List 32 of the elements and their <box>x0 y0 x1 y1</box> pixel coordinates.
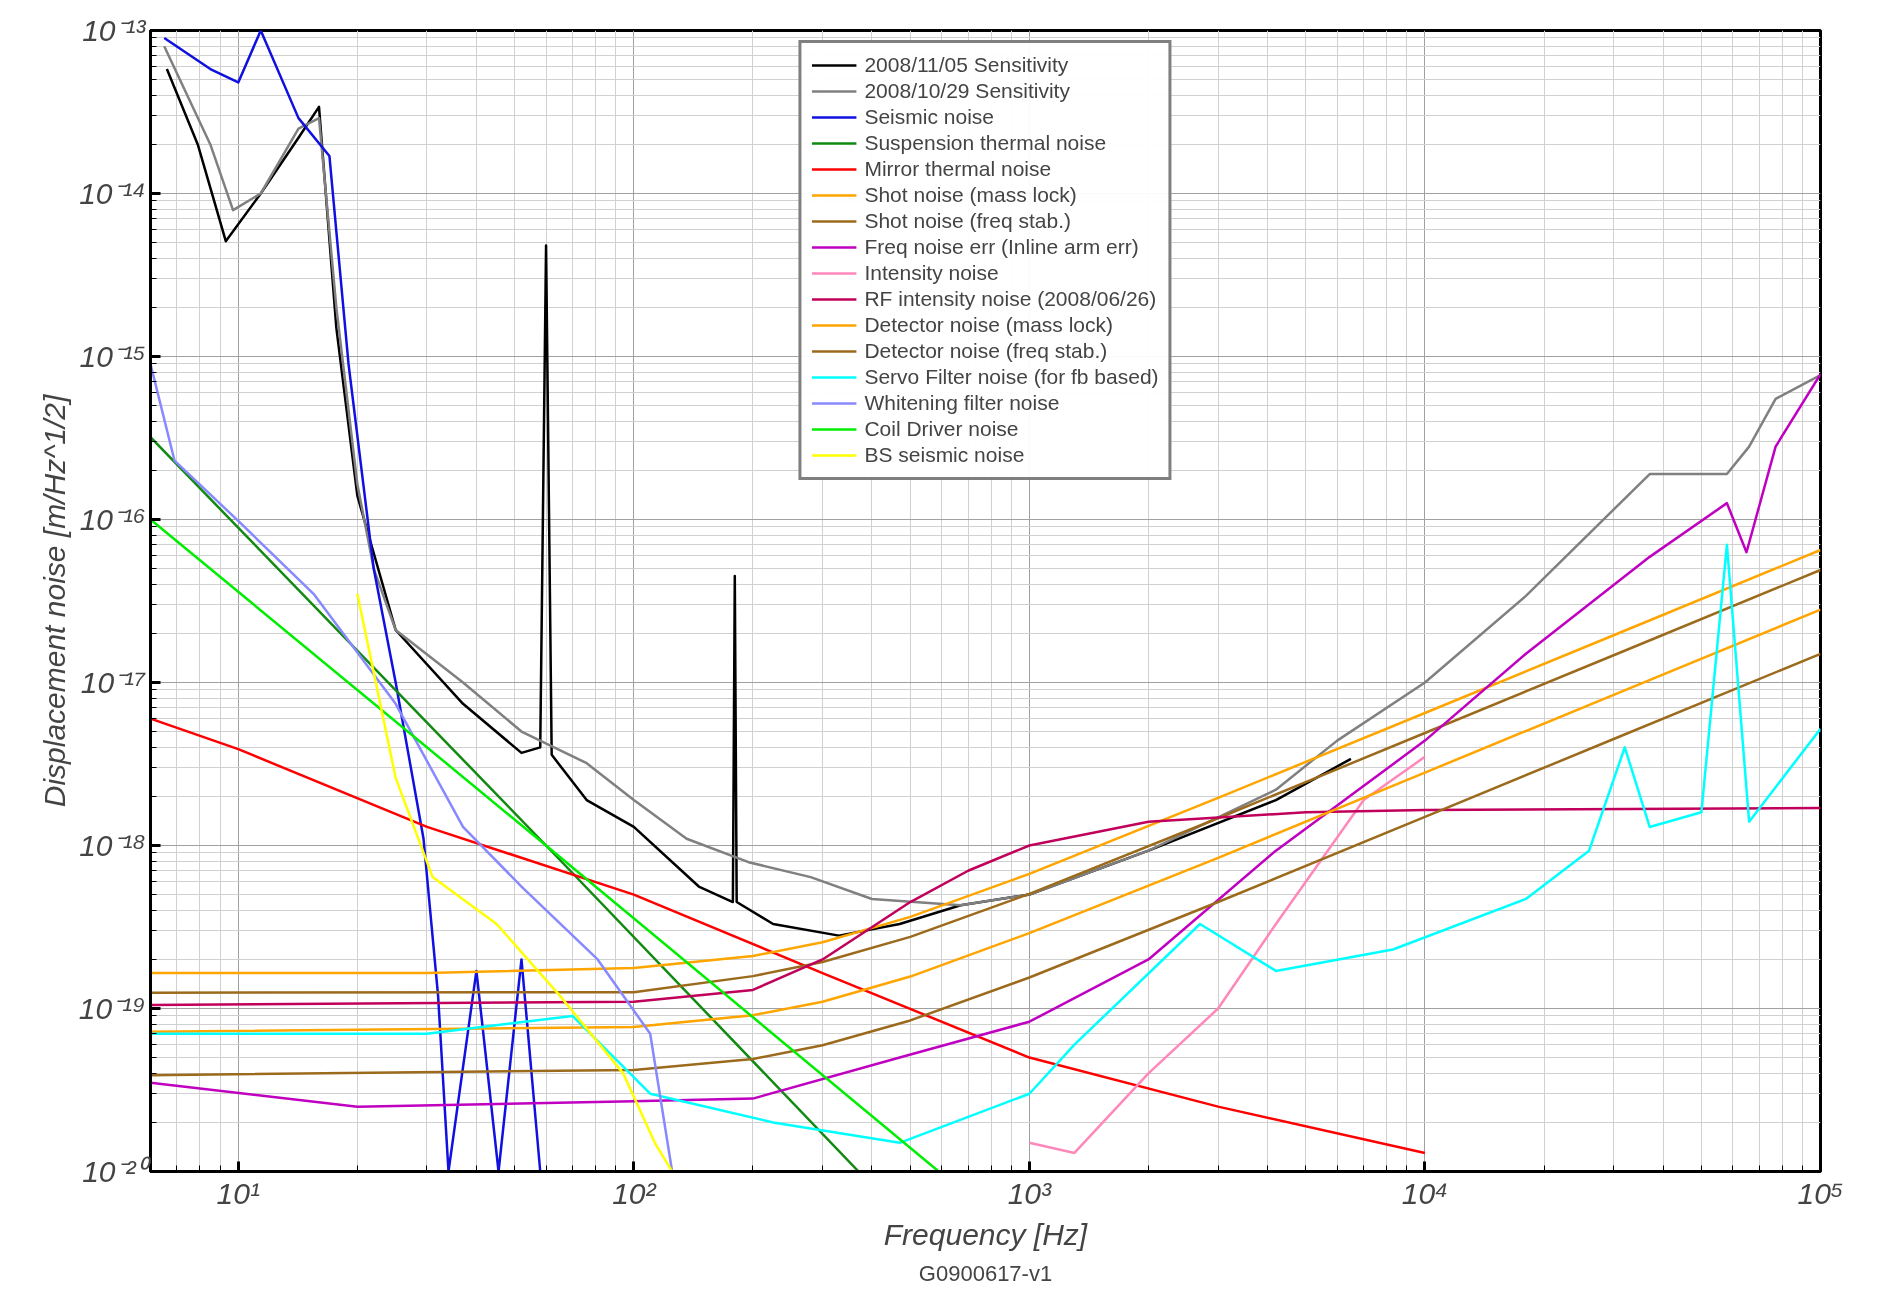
legend-label: Suspension thermal noise <box>864 131 1107 155</box>
legend-label: Servo Filter noise (for fb based) <box>864 365 1159 389</box>
x-axis-title: Frequency [Hz] <box>883 1217 1088 1251</box>
x-tick-label: 10⁵ <box>1797 1176 1844 1210</box>
legend-label: Coil Driver noise <box>864 417 1019 441</box>
legend-label: Freq noise err (Inline arm err) <box>864 235 1139 259</box>
legend-label: Intensity noise <box>864 261 999 285</box>
legend-label: Detector noise (mass lock) <box>864 313 1114 337</box>
x-tick-label: 10⁴ <box>1401 1176 1449 1210</box>
legend-label: Mirror thermal noise <box>864 157 1052 181</box>
y-tick-label: 10⁻¹⁸ <box>79 829 146 862</box>
legend-label: Shot noise (freq stab.) <box>864 209 1072 233</box>
y-tick-label: 10⁻¹⁶ <box>79 503 146 536</box>
y-tick-label: 10⁻¹⁵ <box>79 340 146 373</box>
x-tick-label: 10² <box>612 1176 657 1210</box>
text: G0900617-v1 <box>918 1260 1053 1286</box>
y-tick-label: 10⁻²⁰ <box>82 1155 152 1188</box>
legend-label: Whitening filter noise <box>864 391 1060 415</box>
legend-label: 2008/10/29 Sensitivity <box>864 79 1070 103</box>
legend-label: RF intensity noise (2008/06/26) <box>864 287 1157 311</box>
legend-label: BS seismic noise <box>864 443 1025 467</box>
x-tick-label: 10³ <box>1007 1176 1053 1210</box>
y-axis-title: Displacement noise [m/Hz^1/2] <box>37 394 71 808</box>
x-tick-label: 10¹ <box>216 1176 260 1210</box>
y-tick-label: 10⁻¹⁴ <box>79 177 146 210</box>
y-tick-label: 10⁻¹³ <box>82 14 147 47</box>
legend-label: Shot noise (mass lock) <box>864 183 1077 207</box>
y-tick-label: 10⁻¹⁷ <box>80 666 147 699</box>
legend-label: 2008/11/05 Sensitivity <box>864 53 1069 77</box>
legend-label: Seismic noise <box>864 105 994 129</box>
legend-label: Detector noise (freq stab.) <box>864 339 1108 363</box>
y-tick-label: 10⁻¹⁹ <box>78 992 146 1025</box>
